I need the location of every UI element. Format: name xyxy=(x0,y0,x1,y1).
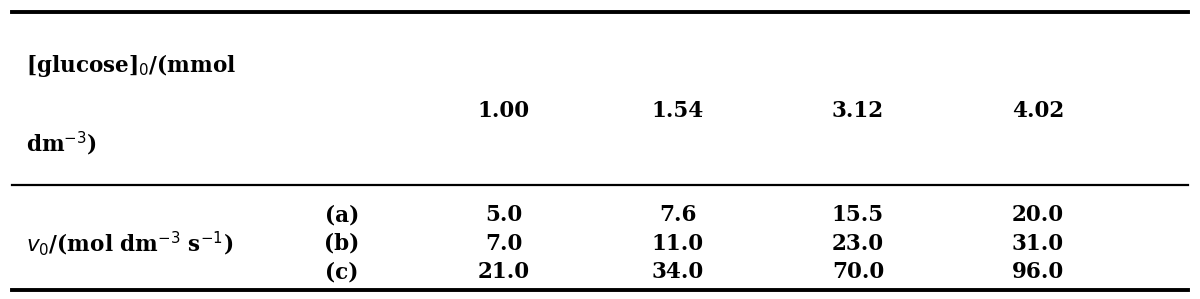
Text: 11.0: 11.0 xyxy=(652,233,704,255)
Text: 20.0: 20.0 xyxy=(1012,204,1064,226)
Text: 31.0: 31.0 xyxy=(1012,233,1064,255)
Text: 96.0: 96.0 xyxy=(1012,261,1064,283)
Text: (c): (c) xyxy=(325,261,359,283)
Text: 4.02: 4.02 xyxy=(1012,100,1064,122)
Text: 5.0: 5.0 xyxy=(485,204,523,226)
Text: 23.0: 23.0 xyxy=(832,233,884,255)
Text: 7.0: 7.0 xyxy=(485,233,523,255)
Text: (a): (a) xyxy=(325,204,359,226)
Text: 34.0: 34.0 xyxy=(652,261,704,283)
Text: 70.0: 70.0 xyxy=(832,261,884,283)
Text: 7.6: 7.6 xyxy=(659,204,697,226)
Text: (b): (b) xyxy=(324,233,360,255)
Text: 15.5: 15.5 xyxy=(832,204,884,226)
Text: dm$^{-3}$): dm$^{-3}$) xyxy=(26,129,97,158)
Text: 3.12: 3.12 xyxy=(832,100,884,122)
Text: 1.00: 1.00 xyxy=(478,100,530,122)
Text: $v_0$/(mol dm$^{-3}$ s$^{-1}$): $v_0$/(mol dm$^{-3}$ s$^{-1}$) xyxy=(26,230,234,258)
Text: 1.54: 1.54 xyxy=(652,100,704,122)
Text: 21.0: 21.0 xyxy=(478,261,530,283)
Text: [glucose]$_0$/(mmol: [glucose]$_0$/(mmol xyxy=(26,52,236,79)
